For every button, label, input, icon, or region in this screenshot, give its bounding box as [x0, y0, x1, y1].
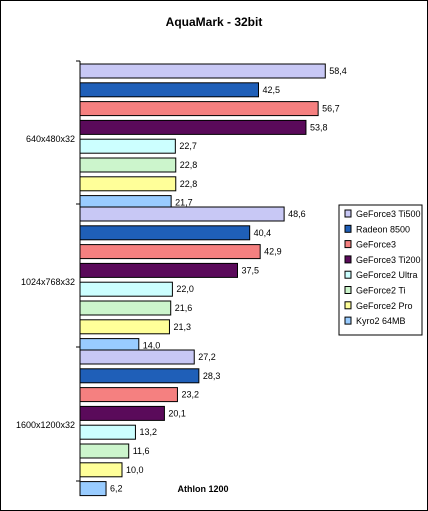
bar-2-3 [79, 244, 261, 260]
legend-swatch-3 [344, 240, 352, 249]
data-label-2-2: 40,4 [254, 228, 272, 238]
bar-3-8 [79, 481, 107, 497]
data-label-1-6: 22,8 [180, 160, 198, 170]
chart-title: AquaMark - 32bit [166, 15, 263, 29]
legend-entry-2: Radeon 8500 [356, 224, 410, 234]
bar-2-6 [79, 300, 172, 316]
data-label-1-3: 56,7 [322, 104, 340, 114]
plot-area: 640x480x32 58,4 42,5 56,7 53,8 22,7 22,8 22,8 21… [16, 60, 347, 497]
category-label-1: 640x480x32 [26, 134, 75, 144]
data-label-1-5: 22,7 [179, 141, 197, 151]
legend-entry-4: GeForce3 Ti200 [356, 255, 421, 265]
category-label-3: 1600x1200x32 [16, 420, 75, 430]
data-label-2-3: 42,9 [264, 247, 282, 257]
legend-entry-7: GeForce2 Pro [356, 301, 413, 311]
data-label-3-3: 23,2 [181, 390, 199, 400]
bar-1-1 [79, 63, 326, 79]
x-axis-label: Athlon 1200 [177, 484, 228, 494]
bar-2-4 [79, 262, 238, 278]
bar-2-5 [79, 281, 173, 297]
legend-entry-6: GeForce2 Ti [356, 286, 406, 296]
legend-entry-1: GeForce3 Ti500 [356, 209, 421, 219]
bar-3-7 [79, 462, 123, 478]
bar-3-4 [79, 405, 165, 421]
legend-swatch-6 [344, 286, 352, 294]
data-label-3-2: 28,3 [203, 371, 221, 381]
bar-1-2 [79, 82, 259, 98]
data-label-2-4: 37,5 [242, 265, 260, 275]
bar-3-1 [79, 349, 195, 365]
legend-box [338, 204, 423, 336]
bar-1-5 [79, 138, 176, 154]
data-label-1-2: 42,5 [263, 85, 281, 95]
data-label-3-8: 6,2 [110, 484, 123, 494]
data-label-3-4: 20,1 [168, 408, 186, 418]
bar-1-6 [79, 157, 177, 173]
data-label-3-1: 27,2 [198, 352, 216, 362]
data-label-2-8: 14,0 [143, 341, 161, 351]
bar-1-4 [79, 119, 307, 135]
legend: GeForce3 Ti500 Radeon 8500 GeForce3 GeForce… [338, 204, 423, 336]
legend-swatch-2 [344, 224, 352, 233]
data-label-1-8: 21,7 [175, 198, 193, 208]
data-label-3-7: 10,0 [126, 465, 144, 475]
data-label-3-6: 11,6 [133, 446, 150, 456]
data-label-1-4: 53,8 [310, 122, 328, 132]
data-label-2-6: 21,6 [175, 303, 193, 313]
legend-swatch-7 [344, 301, 352, 310]
data-label-1-7: 22,8 [180, 179, 198, 189]
data-label-1-1: 58,4 [329, 66, 347, 76]
bar-1-7 [79, 176, 177, 192]
bar-2-7 [79, 319, 170, 335]
legend-entry-3: GeForce3 [356, 240, 396, 250]
data-label-3-5: 13,2 [139, 427, 157, 437]
data-label-2-5: 22,0 [176, 284, 194, 294]
bar-3-5 [79, 424, 136, 440]
bar-3-2 [79, 368, 200, 384]
legend-swatch-5 [344, 270, 352, 279]
category-label-2: 1024x768x32 [21, 277, 75, 287]
data-label-2-7: 21,3 [173, 322, 191, 332]
legend-entry-5: GeForce2 Ultra [356, 270, 418, 280]
bar-3-3 [79, 387, 178, 403]
bar-3-6 [79, 443, 130, 459]
bar-2-2 [79, 225, 251, 241]
bar-2-1 [79, 206, 285, 222]
data-label-2-1: 48,6 [288, 209, 306, 219]
legend-entry-8: Kyro2 64MB [356, 316, 406, 326]
legend-swatch-1 [344, 209, 352, 218]
legend-swatch-8 [344, 316, 352, 325]
legend-swatch-4 [344, 255, 352, 264]
bar-1-3 [79, 101, 319, 117]
